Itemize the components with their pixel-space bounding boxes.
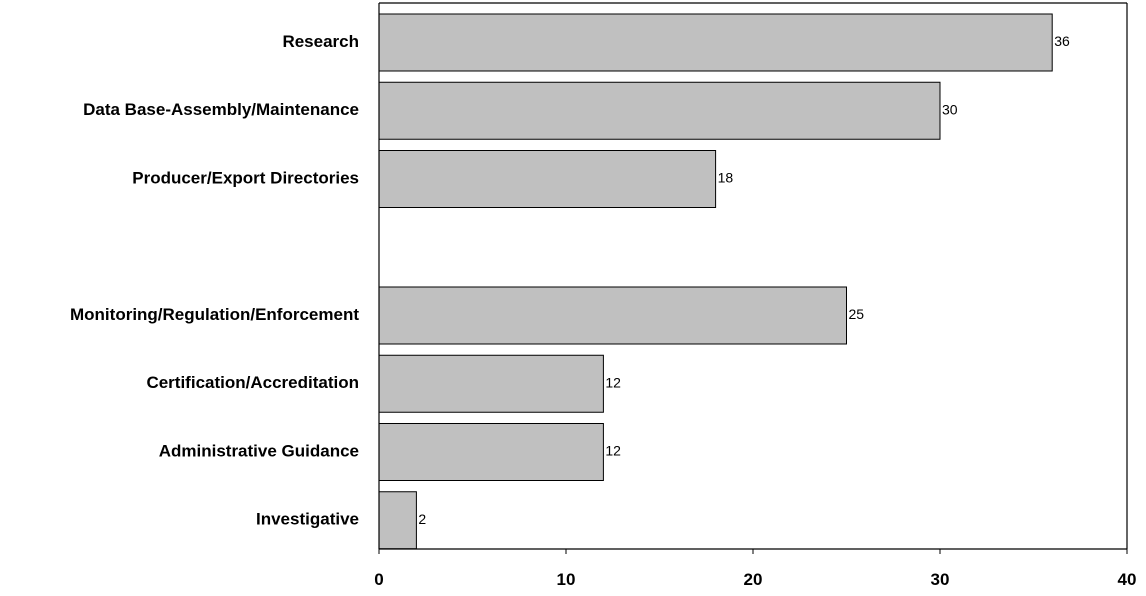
data-labels: 36 30 18 25 12 12 2 bbox=[418, 33, 1070, 527]
x-tick-label: 30 bbox=[931, 570, 950, 589]
bar bbox=[378, 354, 604, 413]
x-axis-ticks: 0 10 20 30 40 bbox=[374, 549, 1136, 589]
x-tick-label: 10 bbox=[557, 570, 576, 589]
category-label: Producer/Export Directories bbox=[132, 168, 359, 187]
bar bbox=[378, 491, 417, 550]
x-tick-label: 40 bbox=[1118, 570, 1137, 589]
x-tick-label: 20 bbox=[744, 570, 763, 589]
category-label: Monitoring/Regulation/Enforcement bbox=[70, 305, 359, 324]
category-label: Certification/Accreditation bbox=[146, 373, 359, 392]
category-label: Research bbox=[282, 32, 359, 51]
category-labels: Research Data Base-Assembly/Maintenance Pr… bbox=[70, 32, 359, 529]
bar bbox=[378, 13, 1053, 72]
data-label: 30 bbox=[942, 101, 958, 117]
category-label: Administrative Guidance bbox=[159, 441, 359, 460]
data-label: 36 bbox=[1054, 33, 1070, 49]
bar bbox=[378, 81, 941, 140]
data-label: 12 bbox=[605, 443, 621, 459]
data-label: 12 bbox=[605, 374, 621, 390]
bar bbox=[378, 286, 847, 345]
category-label: Data Base-Assembly/Maintenance bbox=[83, 100, 359, 119]
data-label: 18 bbox=[718, 170, 734, 186]
x-tick-label: 0 bbox=[374, 570, 383, 589]
bar bbox=[378, 423, 604, 481]
data-label: 25 bbox=[849, 306, 865, 322]
category-label: Investigative bbox=[256, 510, 359, 529]
data-label: 2 bbox=[418, 511, 426, 527]
bar bbox=[378, 150, 717, 208]
bars-layer bbox=[378, 13, 1053, 550]
